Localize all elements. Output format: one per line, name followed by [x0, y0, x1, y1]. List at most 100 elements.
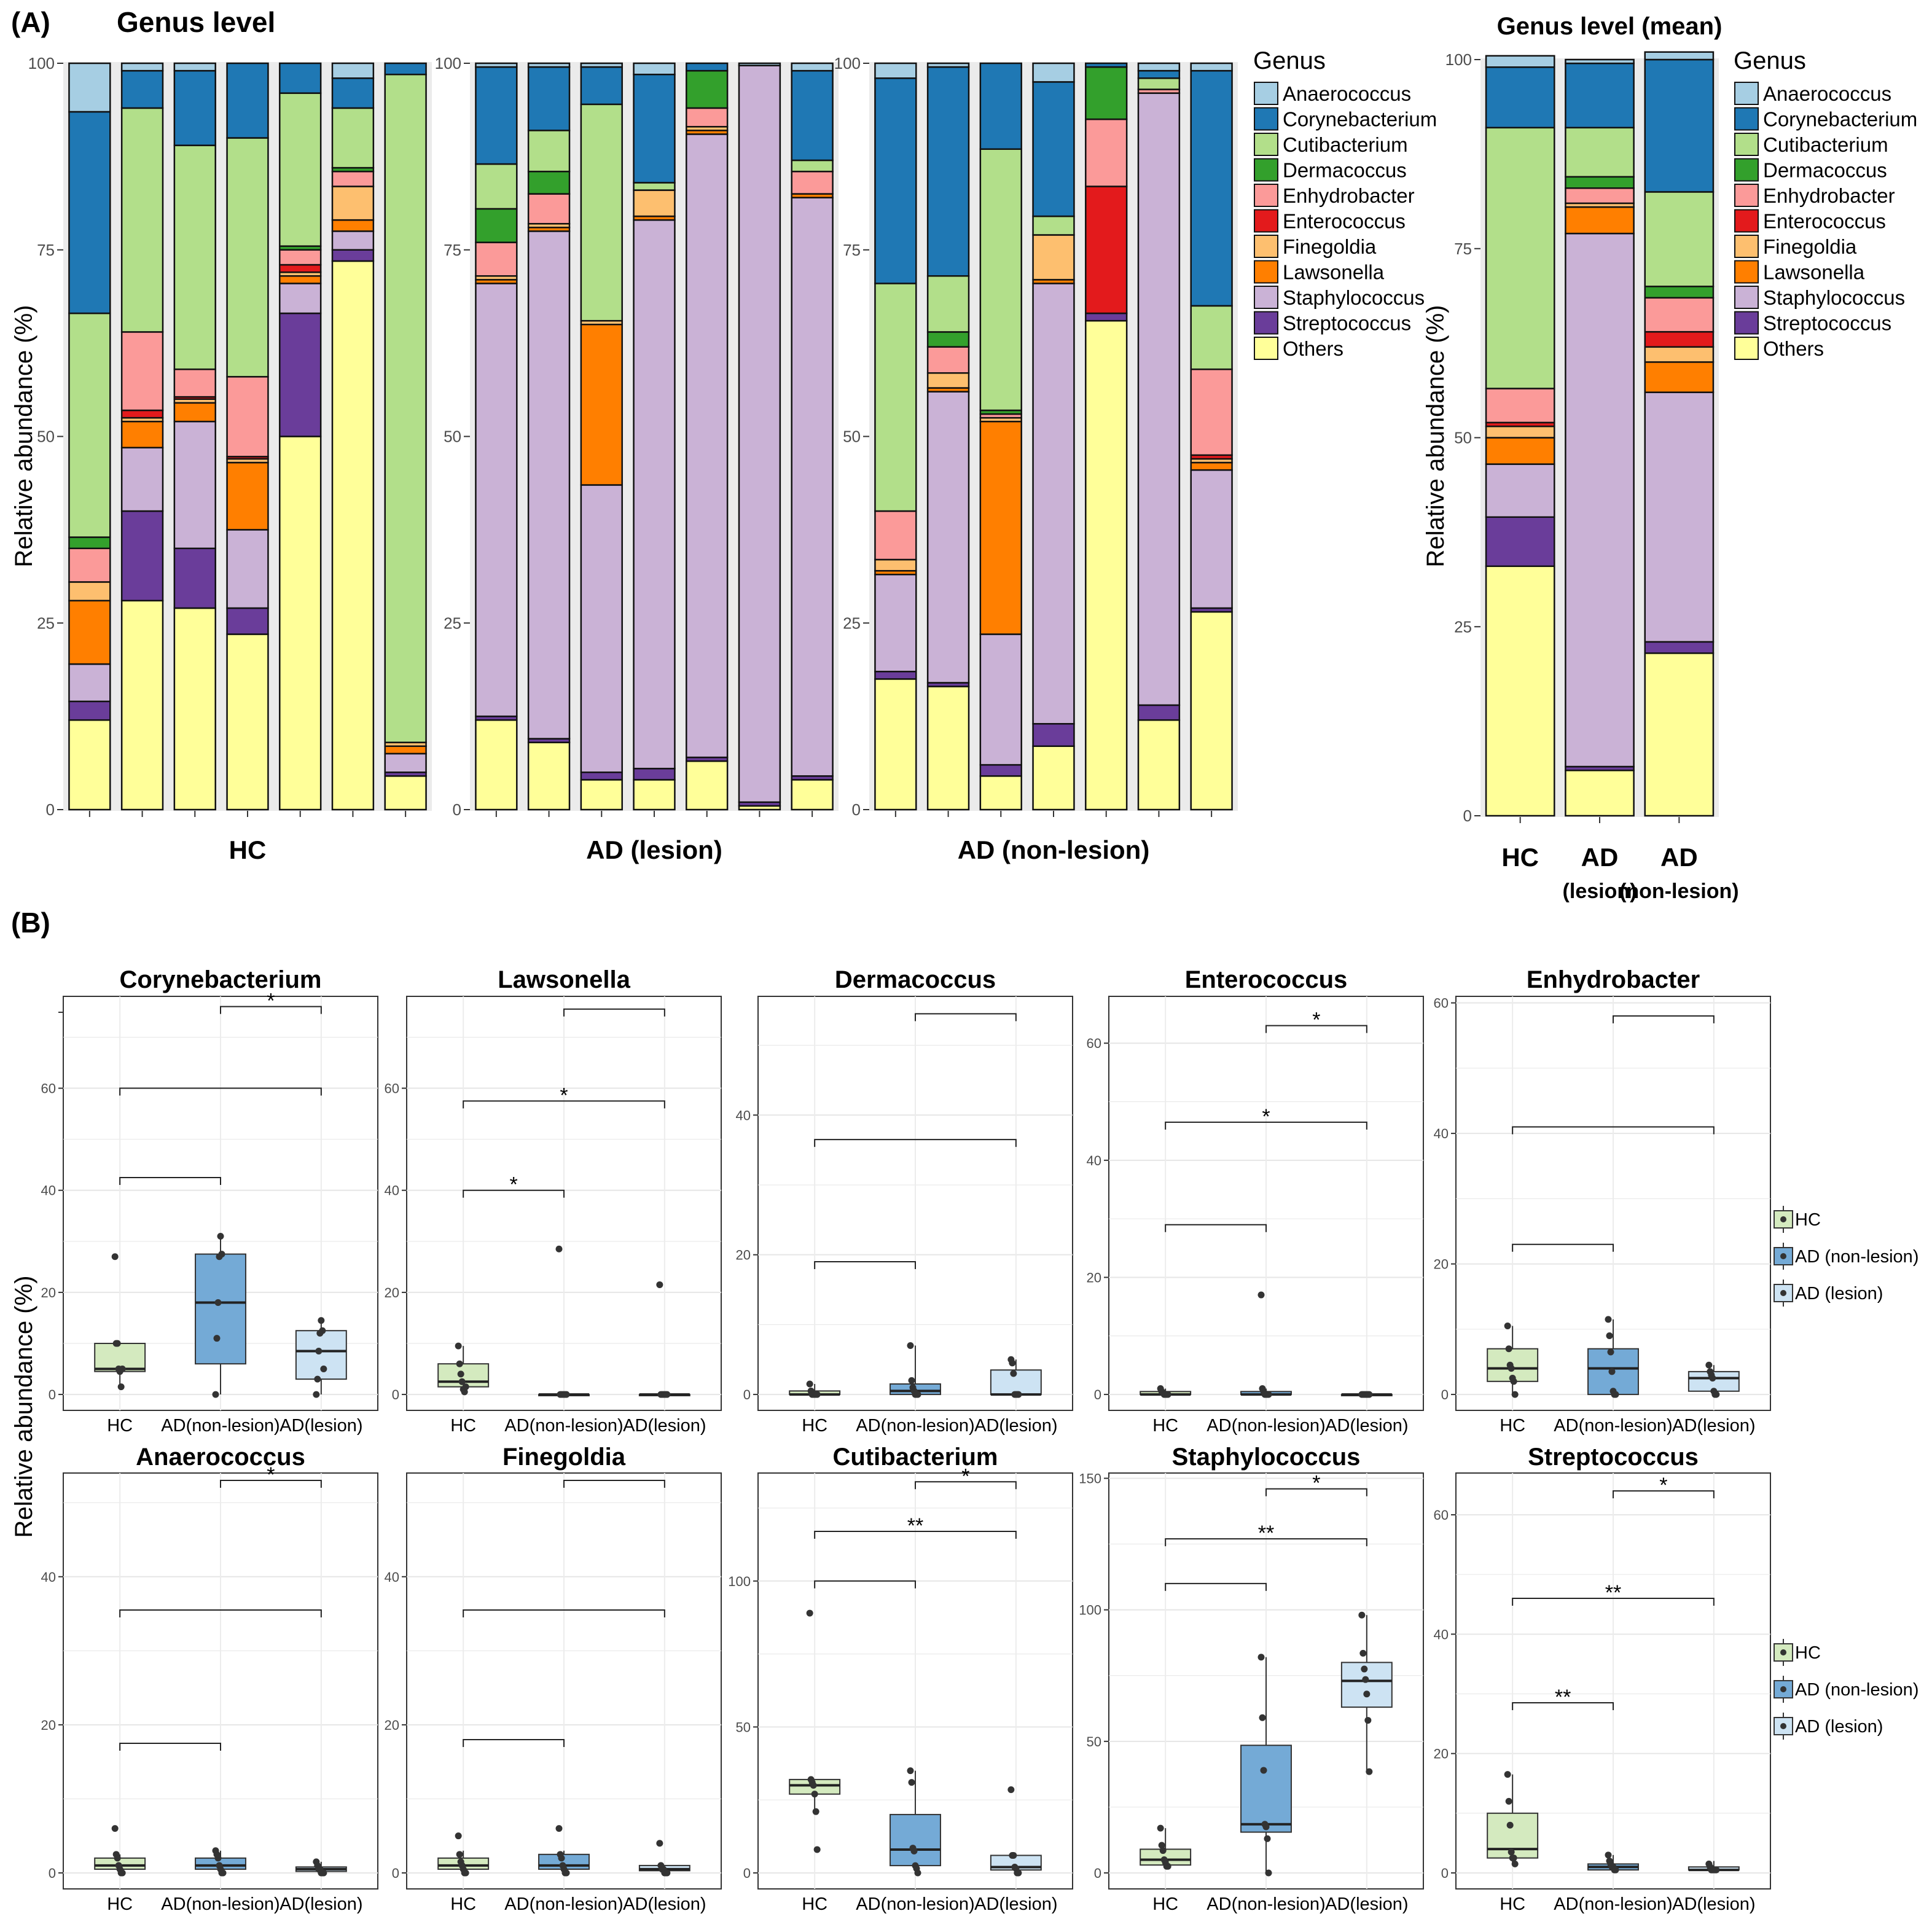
mean-bar-segment-corynebacterium: [1644, 58, 1715, 193]
facet-label: AD (non-lesion): [958, 835, 1150, 864]
bar-segment-corynebacterium: [1190, 69, 1233, 307]
data-point: [1262, 1823, 1270, 1831]
bar-segment-lawsonella: [580, 324, 623, 486]
data-point: [119, 1869, 126, 1877]
significance-bracket: [1265, 1025, 1367, 1033]
significance-mark: *: [1659, 1474, 1667, 1497]
data-point: [810, 1781, 817, 1789]
bar-segment-corynebacterium: [874, 77, 917, 284]
bar-segment-finegoldia: [633, 189, 676, 217]
bar-segment-cutibacterium: [331, 107, 375, 169]
y-tick-label: 20: [385, 1285, 399, 1300]
significance-bracket: [1613, 1490, 1715, 1499]
bar-segment-anaerococcus: [926, 62, 970, 68]
bar-segment-staphylococcus: [738, 64, 781, 803]
data-point: [320, 1869, 327, 1877]
bar-segment-enhydrobacter: [173, 368, 216, 398]
bar-segment-staphylococcus: [686, 133, 729, 759]
bar-segment-cutibacterium: [279, 92, 322, 247]
y-tick-label: 40: [41, 1569, 56, 1585]
group-legend-label: HC: [1795, 1210, 1821, 1230]
bar-segment-cutibacterium: [874, 283, 917, 512]
bar-segment-cutibacterium: [384, 73, 427, 743]
bar-segment-dermacoccus: [926, 331, 970, 348]
panel-b-label: (B): [11, 907, 50, 939]
bar-segment-enterococcus: [120, 409, 164, 419]
bar-segment-anaerococcus: [527, 62, 571, 68]
genus-legend-label: Corynebacterium: [1283, 108, 1437, 131]
boxplot-panel-enterococcus: 0 20 40 60 * * HC AD(non-lesion) AD(lesion) Enter…: [1087, 966, 1424, 1436]
data-point: [1260, 1767, 1267, 1774]
bar-segment-streptococcus: [68, 700, 111, 721]
bar-segment-enhydrobacter: [331, 170, 375, 187]
bar-segment-anaerococcus: [475, 62, 518, 68]
data-point: [1164, 1862, 1171, 1870]
bar-segment-staphylococcus: [331, 230, 375, 251]
bar-segment-others: [1032, 745, 1075, 811]
bar-segment-others: [926, 686, 970, 811]
mean-category-label: (non-lesion): [1619, 880, 1739, 903]
y-tick-label: 50: [736, 1719, 751, 1735]
group-lower-legend-dot: [1780, 1723, 1786, 1729]
y-tick-label: 50: [444, 428, 461, 446]
mean-genus-legend-swatch: [1734, 107, 1759, 131]
bar-segment-streptococcus: [1137, 704, 1181, 721]
data-point: [1159, 1847, 1167, 1855]
significance-mark: *: [267, 1463, 275, 1487]
y-tick-label: 25: [843, 614, 861, 632]
data-point: [563, 1391, 570, 1398]
bar-segment-lawsonella: [279, 275, 322, 284]
genus-legend-swatch: [1254, 82, 1278, 105]
mean-genus-legend-label: Others: [1763, 337, 1824, 360]
data-point: [462, 1383, 469, 1391]
panel-a-ylabel: Relative abundance (%): [10, 305, 37, 568]
data-point: [456, 1851, 463, 1858]
bar-segment-cutibacterium: [580, 103, 623, 322]
panel-a-mean-title: Genus level (mean): [1497, 13, 1723, 40]
mean-genus-legend-swatch: [1734, 286, 1759, 309]
mean-genus-legend-label: Dermacoccus: [1763, 159, 1887, 182]
x-tick-label: AD(lesion): [1325, 1416, 1408, 1436]
bar-segment-others: [633, 779, 676, 811]
x-tick-label: AD(non-lesion): [161, 1416, 280, 1436]
genus-legend-swatch: [1254, 311, 1278, 335]
y-tick-label: 100: [1445, 50, 1472, 69]
data-point: [1508, 1848, 1515, 1856]
data-point: [555, 1825, 563, 1832]
significance-bracket: [915, 1013, 1017, 1022]
bar-segment-cutibacterium: [791, 159, 834, 173]
significance-bracket: [1165, 1538, 1367, 1547]
bar-segment-anaerococcus: [68, 62, 111, 113]
genus-legend-label: Anaerococcus: [1283, 82, 1411, 105]
significance-mark: **: [1605, 1581, 1621, 1604]
significance-mark: **: [1555, 1686, 1571, 1709]
data-point: [1164, 1391, 1171, 1398]
y-tick-label: 20: [385, 1718, 399, 1733]
significance-bracket: [1512, 1243, 1614, 1252]
significance-mark: **: [1258, 1522, 1274, 1545]
bar-segment-corynebacterium: [279, 62, 322, 94]
bar-segment-staphylococcus: [874, 574, 917, 673]
bar-segment-enhydrobacter: [686, 107, 729, 128]
data-point: [1007, 1786, 1015, 1794]
group-legend-dot: [1780, 1290, 1786, 1296]
data-point: [555, 1245, 563, 1253]
data-point: [1363, 1690, 1371, 1698]
bar-segment-staphylococcus: [226, 529, 269, 609]
y-tick-label: 50: [843, 428, 861, 446]
y-tick-label: 40: [1087, 1153, 1101, 1168]
boxplot-title: Corynebacterium: [120, 966, 322, 993]
data-point: [455, 1832, 462, 1840]
bar-segment-finegoldia: [926, 372, 970, 389]
data-point: [1158, 1842, 1165, 1849]
bar-segment-cutibacterium: [1190, 305, 1233, 370]
data-point: [117, 1383, 125, 1391]
x-tick-label: AD(non-lesion): [1554, 1894, 1672, 1914]
significance-bracket: [220, 1006, 322, 1014]
genus-legend-label: Others: [1283, 337, 1343, 360]
significance-bracket: [1613, 1015, 1715, 1023]
bar-segment-anaerococcus: [1137, 62, 1181, 72]
significance-bracket: [563, 1008, 665, 1017]
y-tick-label: 0: [1094, 1866, 1101, 1881]
bar-segment-others: [475, 719, 518, 811]
